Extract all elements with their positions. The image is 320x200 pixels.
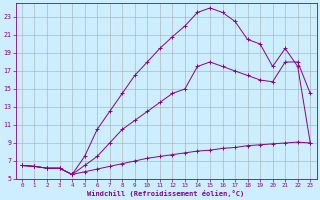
- X-axis label: Windchill (Refroidissement éolien,°C): Windchill (Refroidissement éolien,°C): [87, 190, 245, 197]
